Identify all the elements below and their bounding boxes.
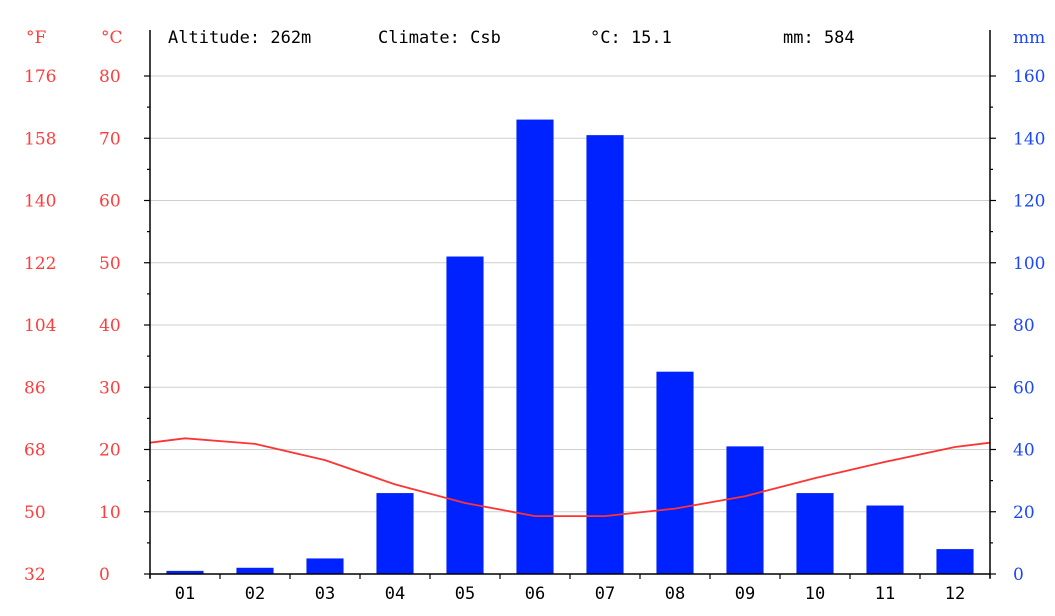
gridlines xyxy=(150,75,990,513)
fahrenheit-tick-label: 104 xyxy=(24,316,56,336)
month-tick-label: 03 xyxy=(315,584,335,604)
mm-tick-label: 160 xyxy=(1013,67,1045,87)
month-tick-label: 01 xyxy=(175,584,195,604)
unit-label-mm: mm xyxy=(1013,28,1045,48)
precipitation-bar xyxy=(656,371,694,574)
mean-temp-label: °C: 15.1 xyxy=(590,28,672,48)
unit-label-celsius: °C xyxy=(101,28,123,48)
precipitation-bar xyxy=(166,570,204,574)
month-tick-label: 07 xyxy=(595,584,615,604)
precipitation-bar xyxy=(446,256,484,574)
tick-marks xyxy=(144,75,996,579)
fahrenheit-tick-label: 86 xyxy=(24,378,46,398)
mm-tick-label: 20 xyxy=(1013,503,1035,523)
precipitation-bar xyxy=(376,493,414,574)
fahrenheit-tick-label: 122 xyxy=(24,254,56,274)
precipitation-bars xyxy=(166,119,974,574)
month-tick-label: 12 xyxy=(945,584,965,604)
mm-tick-label: 40 xyxy=(1013,441,1035,461)
precipitation-bar xyxy=(866,505,904,574)
unit-label-fahrenheit: °F xyxy=(26,28,47,48)
month-tick-label: 05 xyxy=(455,584,475,604)
altitude-label: Altitude: 262m xyxy=(168,28,311,48)
mm-tick-label: 140 xyxy=(1013,129,1045,149)
precipitation-bar xyxy=(796,493,834,574)
precipitation-bar xyxy=(586,135,624,574)
month-tick-label: 06 xyxy=(525,584,545,604)
fahrenheit-tick-label: 158 xyxy=(24,129,56,149)
mm-tick-label: 0 xyxy=(1013,565,1024,585)
month-tick-label: 11 xyxy=(875,584,895,604)
annual-precip-label: mm: 584 xyxy=(783,28,855,48)
fahrenheit-tick-label: 68 xyxy=(24,441,46,461)
fahrenheit-tick-label: 50 xyxy=(24,503,46,523)
temperature-line xyxy=(149,437,991,517)
fahrenheit-tick-label: 32 xyxy=(24,565,46,585)
month-tick-label: 09 xyxy=(735,584,755,604)
celsius-tick-label: 40 xyxy=(99,316,121,336)
mm-tick-label: 120 xyxy=(1013,192,1045,212)
mm-tick-label: 100 xyxy=(1013,254,1045,274)
celsius-tick-label: 0 xyxy=(99,565,110,585)
precipitation-bar xyxy=(306,558,344,574)
fahrenheit-tick-label: 176 xyxy=(24,67,56,87)
celsius-tick-label: 10 xyxy=(99,503,121,523)
celsius-tick-label: 80 xyxy=(99,67,121,87)
precipitation-bar xyxy=(936,549,974,574)
climate-label: Climate: Csb xyxy=(378,28,501,48)
celsius-tick-label: 20 xyxy=(99,441,121,461)
celsius-tick-label: 30 xyxy=(99,378,121,398)
precipitation-bar xyxy=(726,446,764,574)
tick-labels: 1761581401221048668503280706050403020100… xyxy=(24,67,1045,604)
month-tick-label: 02 xyxy=(245,584,265,604)
month-tick-label: 10 xyxy=(805,584,825,604)
celsius-tick-label: 70 xyxy=(99,129,121,149)
celsius-tick-label: 50 xyxy=(99,254,121,274)
precipitation-bar xyxy=(236,567,274,574)
fahrenheit-tick-label: 140 xyxy=(24,192,56,212)
mm-tick-label: 60 xyxy=(1013,378,1035,398)
month-tick-label: 08 xyxy=(665,584,685,604)
precipitation-bar xyxy=(516,119,554,574)
mm-tick-label: 80 xyxy=(1013,316,1035,336)
celsius-tick-label: 60 xyxy=(99,192,121,212)
month-tick-label: 04 xyxy=(385,584,405,604)
